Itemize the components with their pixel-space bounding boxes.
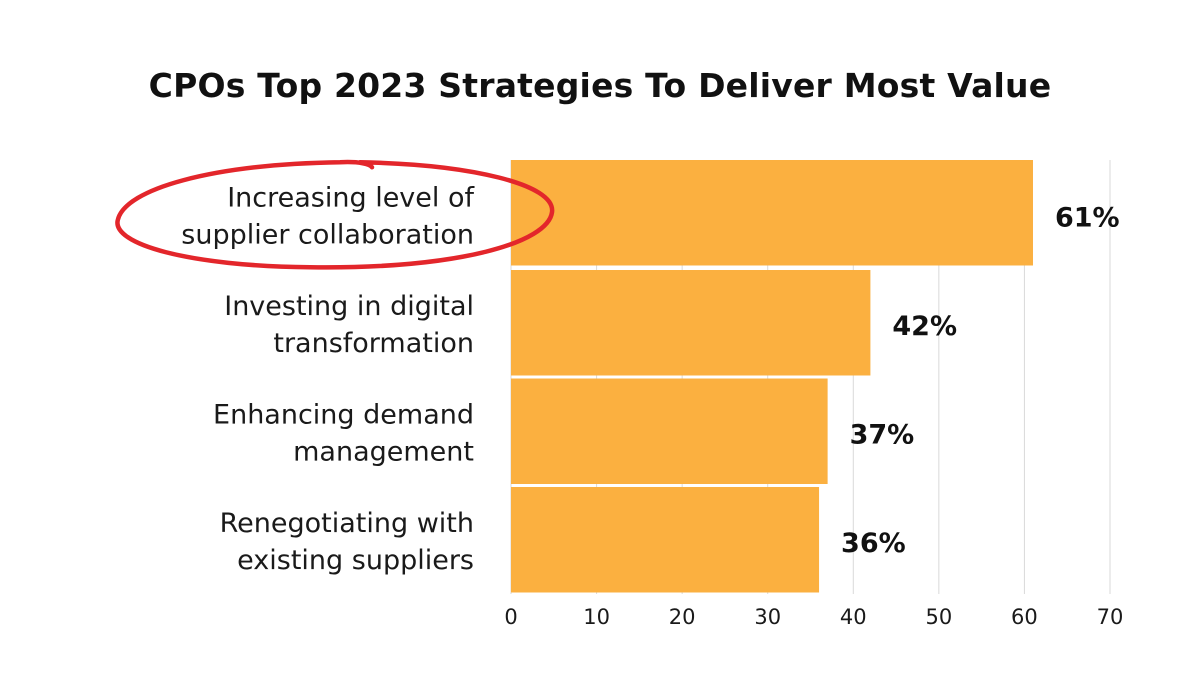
category-label: Investing in digital transformation [224,291,474,359]
bar [511,160,1033,266]
tick-label: 60 [1011,605,1038,629]
data-label: 42% [892,311,957,342]
category-label: Enhancing demand management [213,399,474,467]
data-label: 61% [1055,202,1120,233]
data-label: 37% [850,419,915,450]
bars [511,160,1033,593]
category-label-line: existing suppliers [237,545,474,576]
category-labels: Increasing level of supplier collaboratio… [181,182,475,576]
tick-label: 40 [840,605,867,629]
bar [511,378,828,484]
tick-label: 20 [669,605,696,629]
category-label-line: Investing in digital [224,291,474,322]
category-label-line: management [293,436,474,467]
category-label: Renegotiating with existing suppliers [220,508,474,576]
tick-label: 30 [754,605,781,629]
category-label-line: Enhancing demand [213,399,474,430]
category-label-line: Increasing level of [227,182,475,213]
tick-label: 0 [504,605,517,629]
highlight-circle [115,159,555,270]
tick-label: 70 [1097,605,1124,629]
bar [511,270,871,376]
data-label: 36% [841,528,906,559]
category-label-line: supplier collaboration [181,219,474,250]
category-label-line: transformation [273,328,474,359]
bar [511,487,820,593]
data-labels: 61% 42% 37% 36% [841,202,1120,559]
highlight-annotation [115,159,555,270]
chart-title: CPOs Top 2023 Strategies To Deliver Most… [148,66,1052,105]
x-axis-ticks: 0 10 20 30 40 50 60 70 [504,605,1123,629]
category-label-line: Renegotiating with [220,508,474,539]
category-label: Increasing level of supplier collaboratio… [181,182,475,250]
tick-label: 50 [925,605,952,629]
tick-label: 10 [583,605,610,629]
